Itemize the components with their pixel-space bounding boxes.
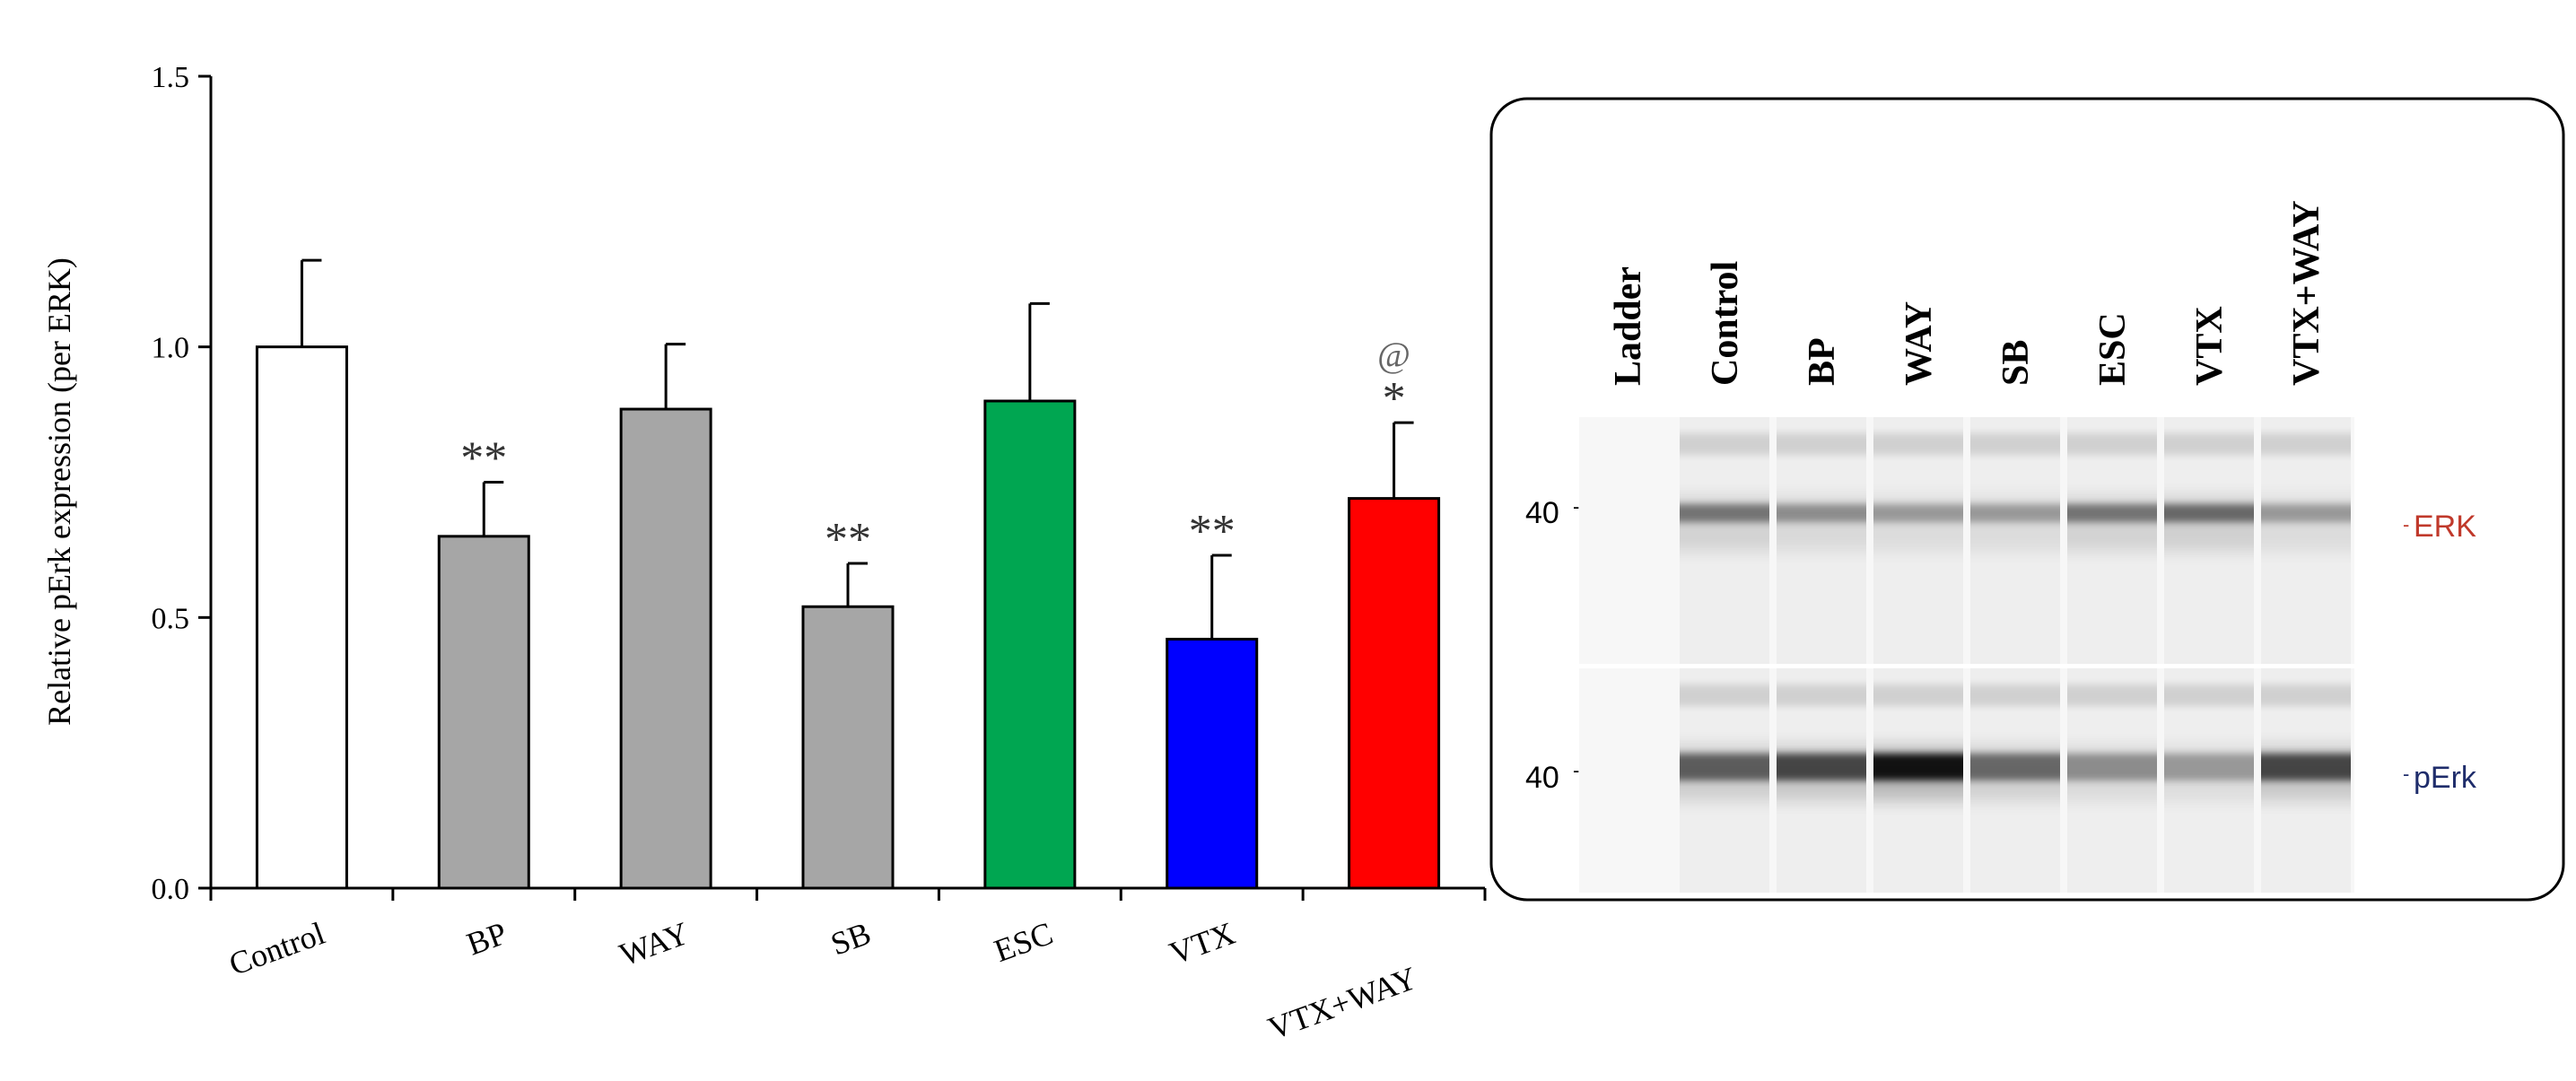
x-tick-label: BP: [462, 915, 511, 963]
lane-band-faint: [1777, 433, 1866, 455]
bar-esc: [983, 399, 1077, 890]
x-tick-label: VTX: [1165, 915, 1239, 972]
lane-band: [1873, 754, 1963, 780]
x-tick-label: SB: [826, 915, 876, 963]
bar-control: [255, 345, 348, 890]
lane-label: VTX: [2189, 306, 2231, 386]
lane-band-faint: [1680, 433, 1769, 455]
marker-40-top: 40: [1525, 496, 1559, 530]
erk-label-tick: -: [2403, 513, 2409, 536]
lane-band-faint: [1970, 684, 2060, 706]
bar-chart: Relative pErk expression (per ERK) 0.00.…: [41, 61, 1487, 1047]
lane-label: SB: [1995, 340, 2037, 386]
perk-blot-strip: [1579, 668, 2354, 893]
lane-label: Ladder: [1608, 266, 1649, 386]
erk-blot-strip: [1579, 417, 2354, 664]
bar-sb: [801, 605, 895, 890]
lane-band: [2261, 504, 2351, 522]
y-axis-ticks: 0.0 0.5 1.0 1.5: [152, 61, 211, 906]
erk-label: ERK: [2414, 510, 2476, 544]
error-bars: [300, 258, 1414, 640]
lane-band-faint: [1873, 433, 1963, 455]
bar-bp: [437, 535, 530, 890]
significance-marker: **: [1189, 506, 1236, 557]
marker-tick-top: -: [1573, 495, 1579, 518]
perk-label-tick: -: [2403, 763, 2409, 785]
lane-band-faint: [2164, 433, 2254, 455]
lane-band-faint: [1680, 684, 1769, 706]
perk-label: pErk: [2414, 761, 2477, 795]
significance-marker: **: [825, 514, 871, 565]
lane-band: [2164, 504, 2254, 522]
y-tick-label: 0.0: [152, 873, 190, 906]
lane-band-faint: [2261, 433, 2351, 455]
lane-band: [2164, 754, 2254, 780]
x-tick-label: Control: [224, 915, 329, 982]
bars: [255, 345, 1441, 890]
marker-tick-bottom: -: [1573, 759, 1579, 781]
lane-band: [2067, 754, 2157, 780]
lane-band-faint: [1777, 684, 1866, 706]
lane-band-faint: [1970, 433, 2060, 455]
lane-label: Control: [1705, 261, 1746, 386]
y-tick-label: 1.5: [152, 61, 190, 94]
lane-band: [2261, 754, 2351, 780]
lane-label: ESC: [2092, 312, 2134, 386]
lane-band: [1680, 504, 1769, 522]
bar-vtx-way: [1348, 497, 1441, 890]
y-tick-label: 1.0: [152, 332, 190, 365]
lane-label: WAY: [1899, 301, 1940, 386]
lane-band: [1680, 754, 1769, 780]
lane-band-faint: [1873, 684, 1963, 706]
lane-band-faint: [2067, 433, 2157, 455]
bar-vtx: [1166, 637, 1259, 890]
marker-40-bottom: 40: [1525, 761, 1559, 795]
x-tick-label: VTX+WAY: [1263, 960, 1421, 1047]
blot-panel: Ladder Control BP WAY SB ESC VTX VTX+WAY 40 - 4…: [1489, 97, 2565, 902]
lane-label: BP: [1802, 337, 1843, 386]
significance-marker: *: [1383, 373, 1406, 424]
lane-label: VTX+WAY: [2286, 200, 2327, 386]
significance-annotations: **** ***@: [460, 335, 1410, 565]
y-tick-label: 0.5: [152, 602, 190, 635]
lane-band-faint: [2164, 684, 2254, 706]
x-axis-ticks: [209, 888, 1487, 901]
lane-band: [1873, 504, 1963, 522]
lane-band: [1970, 754, 2060, 780]
significance-marker: **: [460, 433, 507, 484]
lane-band: [1777, 504, 1866, 522]
lane-band: [1777, 754, 1866, 780]
x-tick-label: ESC: [990, 915, 1058, 969]
x-axis-tick-labels: Control BP WAY SB ESC VTX VTX+WAY: [224, 915, 1421, 1047]
significance-marker-at: @: [1377, 335, 1410, 375]
lane-band: [2067, 504, 2157, 522]
blot-lane-labels: Ladder Control BP WAY SB ESC VTX VTX+WAY: [1608, 200, 2327, 386]
x-tick-label: WAY: [615, 915, 694, 973]
lane-band: [1970, 504, 2060, 522]
lane-band-faint: [2261, 684, 2351, 706]
lane-band-faint: [2067, 684, 2157, 706]
y-axis-label: Relative pErk expression (per ERK): [41, 257, 77, 726]
bar-way: [619, 407, 712, 890]
